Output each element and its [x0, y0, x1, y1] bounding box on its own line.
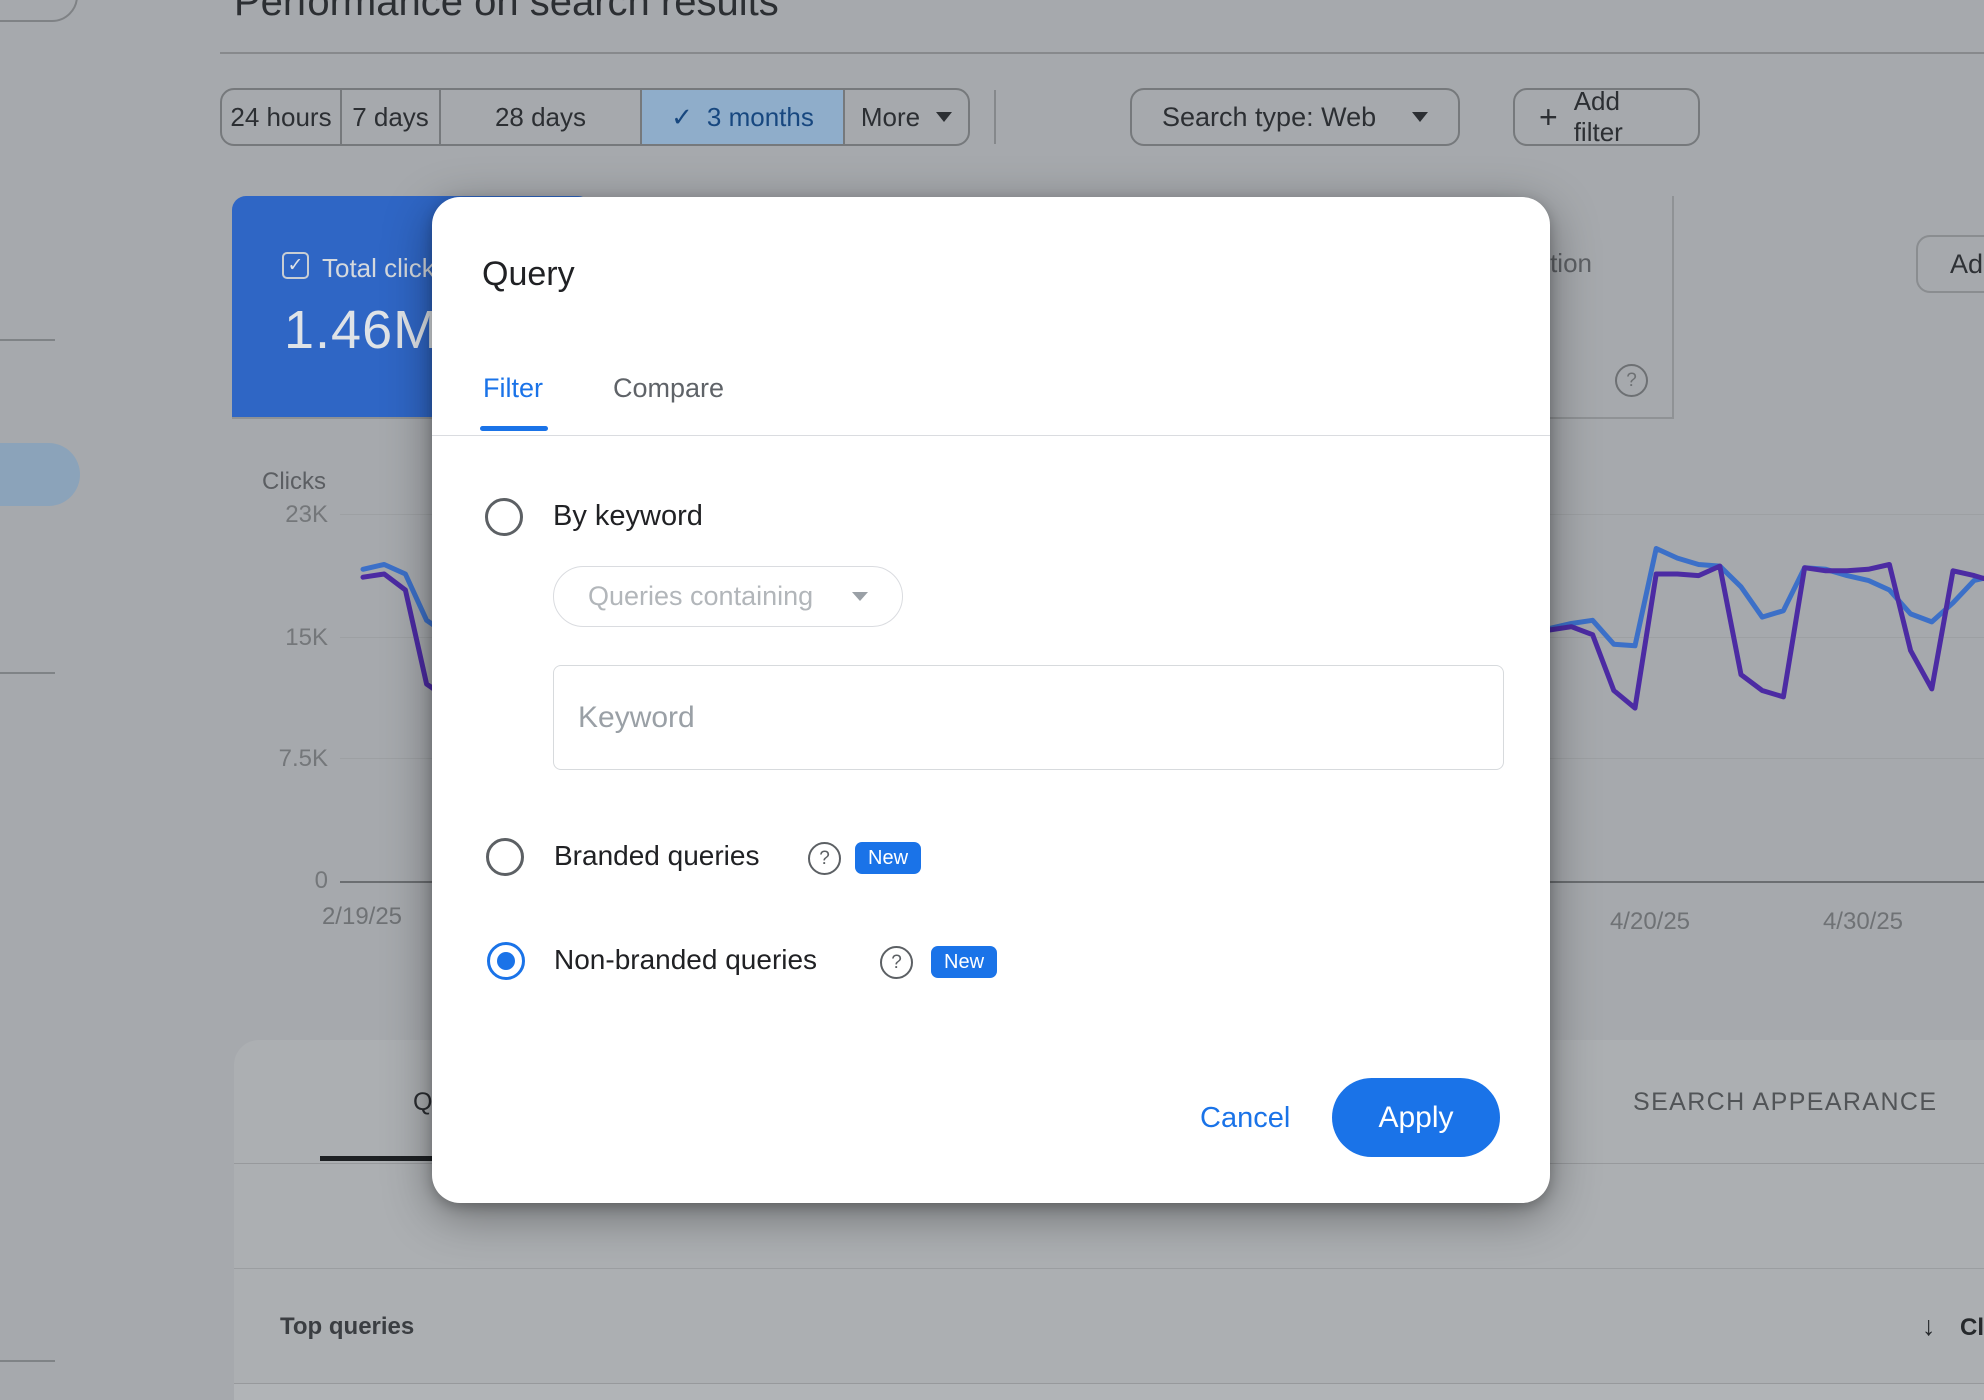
sidebar-divider [0, 1360, 55, 1362]
tab-filter[interactable]: Filter [483, 373, 543, 403]
table-row [234, 1383, 1984, 1400]
question-glyph: ? [819, 847, 830, 869]
x-tick: 4/20/25 [1609, 908, 1691, 935]
page-title: Performance on search results [234, 0, 779, 24]
sort-arrow-down-icon[interactable]: ↓ [1922, 1311, 1936, 1341]
check-icon: ✓ [287, 255, 304, 276]
y-tick: 7.5K [278, 745, 328, 772]
cancel-button[interactable]: Cancel [1200, 1102, 1291, 1134]
radio-by-keyword-label[interactable]: By keyword [553, 500, 703, 532]
match-type-value: Queries containing [588, 581, 814, 611]
dialog-title: Query [482, 255, 575, 293]
keyword-input[interactable] [553, 665, 1504, 770]
x-tick: 2/19/25 [321, 903, 403, 930]
question-glyph: ? [1626, 369, 1637, 391]
question-glyph: ? [891, 951, 902, 973]
chip-label: 7 days [352, 101, 429, 132]
radio-branded-queries-label[interactable]: Branded queries [554, 840, 760, 871]
y-tick: 23K [285, 501, 328, 528]
total-clicks-label: Total clicks [322, 253, 448, 283]
total-clicks-value: 1.46M [284, 300, 440, 360]
radio-branded-queries[interactable] [486, 838, 524, 876]
add-filter-button[interactable]: + Add filter [1513, 86, 1700, 147]
new-badge: New [855, 842, 922, 874]
tab-compare[interactable]: Compare [613, 373, 725, 403]
tabs-divider [432, 435, 1550, 436]
y-axis-title: Clicks [262, 468, 326, 495]
radio-non-branded-queries[interactable] [487, 942, 525, 980]
check-icon: ✓ [671, 101, 693, 132]
help-icon[interactable]: ? [1615, 364, 1648, 397]
table-header-clicks[interactable]: Clicks [1960, 1314, 1984, 1341]
ad-button-partial[interactable]: Ad [1916, 235, 1984, 293]
chip-label: 3 months [706, 101, 814, 132]
date-range-3-months[interactable]: ✓ 3 months [642, 90, 845, 144]
query-filter-dialog: Query Filter Compare By keyword Queries … [432, 197, 1550, 1203]
toolbar-divider [994, 90, 996, 144]
title-divider [220, 52, 1984, 54]
y-tick: 0 [314, 867, 328, 894]
sidebar-divider [0, 672, 55, 674]
date-range-28-days[interactable]: 28 days [441, 90, 642, 144]
y-tick: 15K [285, 624, 328, 651]
sidebar-selected-item[interactable] [0, 443, 80, 506]
total-clicks-checkbox[interactable]: ✓ [282, 252, 309, 279]
search-type-button[interactable]: Search type: Web [1130, 88, 1460, 146]
table-top-divider [234, 1268, 1984, 1269]
date-range-7-days[interactable]: 7 days [342, 90, 441, 144]
ad-button-label: Ad [1950, 248, 1984, 279]
apply-button[interactable]: Apply [1332, 1078, 1500, 1157]
radio-by-keyword[interactable] [485, 498, 523, 536]
more-date-ranges-button[interactable]: More [845, 90, 968, 144]
date-range-chip-group: 24 hours 7 days 28 days ✓ 3 months More [220, 88, 970, 146]
help-icon[interactable]: ? [808, 842, 841, 875]
new-badge: New [931, 946, 998, 978]
chevron-down-icon [852, 592, 868, 601]
header-search-corner [0, 0, 78, 22]
chip-label: 28 days [494, 101, 587, 132]
more-label: More [860, 101, 921, 132]
add-filter-label: Add filter [1573, 86, 1623, 147]
plus-icon: + [1539, 99, 1558, 135]
radio-non-branded-queries-label[interactable]: Non-branded queries [554, 944, 818, 975]
x-tick: 4/30/25 [1822, 908, 1904, 935]
metric-tile-border [1672, 196, 1674, 418]
help-icon[interactable]: ? [880, 946, 913, 979]
chip-label: 24 hours [230, 101, 332, 132]
chevron-down-icon [1412, 112, 1428, 122]
match-type-dropdown[interactable]: Queries containing [553, 566, 903, 627]
sidebar-divider [0, 339, 55, 341]
radio-dot [497, 952, 515, 970]
active-tab-underline [480, 426, 548, 431]
search-type-label: Search type: Web [1162, 101, 1377, 132]
chevron-down-icon [936, 112, 953, 122]
tab-search-appearance[interactable]: SEARCH APPEARANCE [1633, 1088, 1938, 1116]
table-header-top-queries: Top queries [280, 1313, 415, 1340]
date-range-24-hours[interactable]: 24 hours [222, 90, 342, 144]
